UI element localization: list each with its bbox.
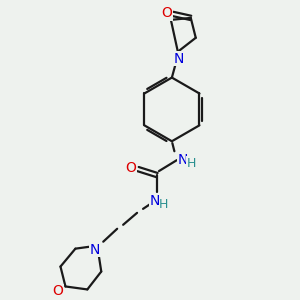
Text: O: O (161, 6, 172, 20)
Text: N: N (150, 194, 160, 208)
Text: H: H (159, 198, 169, 212)
Text: O: O (126, 161, 136, 175)
Text: H: H (187, 157, 196, 169)
Text: O: O (52, 284, 63, 298)
Text: N: N (178, 153, 188, 167)
Text: N: N (174, 52, 184, 66)
Text: N: N (90, 243, 101, 257)
